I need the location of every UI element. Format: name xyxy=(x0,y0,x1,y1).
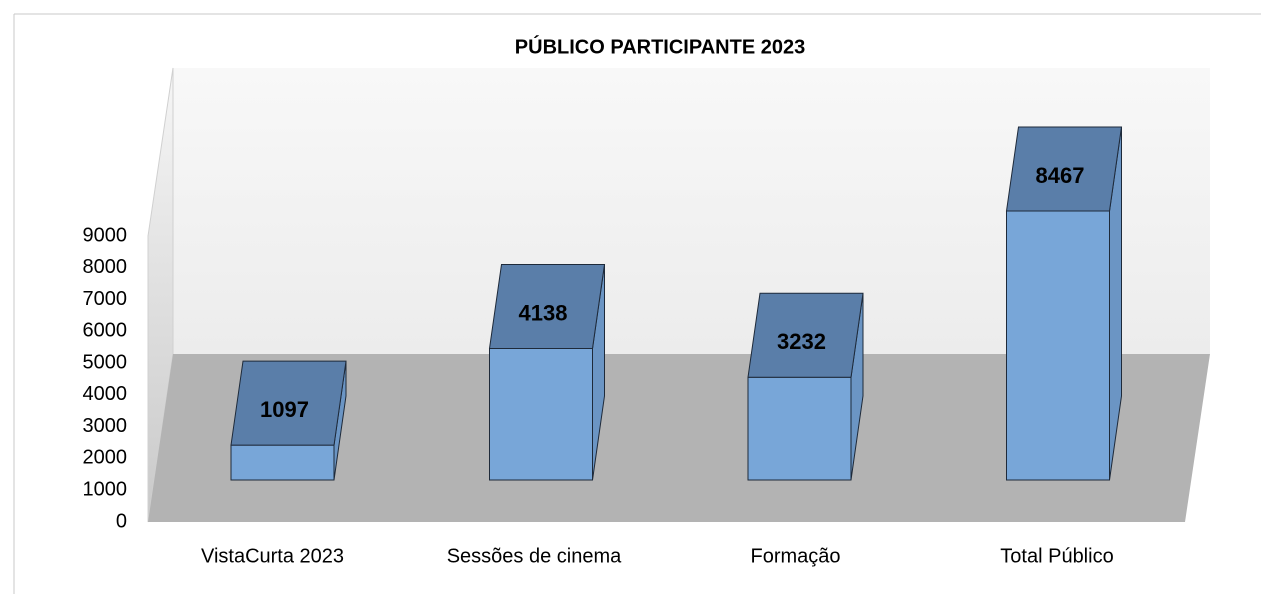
y-tick-label: 7000 xyxy=(83,288,128,310)
x-tick-label: Sessões de cinema xyxy=(447,545,622,567)
y-tick-label: 5000 xyxy=(83,351,128,373)
y-tick-label: 6000 xyxy=(83,320,128,342)
y-tick-label: 3000 xyxy=(83,415,128,437)
y-tick-label: 1000 xyxy=(83,479,128,501)
y-tick-label: 0 xyxy=(116,510,127,532)
x-tick-label: VistaCurta 2023 xyxy=(201,545,344,567)
bar xyxy=(230,444,335,481)
chart-title: PÚBLICO PARTICIPANTE 2023 xyxy=(515,34,805,58)
bar xyxy=(1006,210,1110,481)
back-wall xyxy=(173,68,1210,354)
bar xyxy=(489,348,593,481)
x-tick-label: Total Público xyxy=(1000,545,1113,567)
y-tick-label: 2000 xyxy=(83,447,128,469)
data-label: 3232 xyxy=(777,329,826,354)
bar-top xyxy=(230,360,347,446)
bar-top xyxy=(488,264,606,350)
data-label: 8467 xyxy=(1036,163,1085,188)
y-tick-label: 4000 xyxy=(83,383,128,405)
x-tick-label: Formação xyxy=(750,545,840,567)
bar-top xyxy=(1005,126,1123,212)
data-label: 4138 xyxy=(519,300,568,325)
data-label: 1097 xyxy=(260,397,309,422)
bar xyxy=(747,376,852,481)
bar-top xyxy=(747,292,864,378)
y-tick-label: 9000 xyxy=(83,224,128,246)
floor xyxy=(148,354,1210,522)
y-tick-label: 8000 xyxy=(83,256,128,278)
plot: 0 1000 2000 3000 4000 5000 6000 7000 8000 9000 Vis… xyxy=(83,126,1123,567)
